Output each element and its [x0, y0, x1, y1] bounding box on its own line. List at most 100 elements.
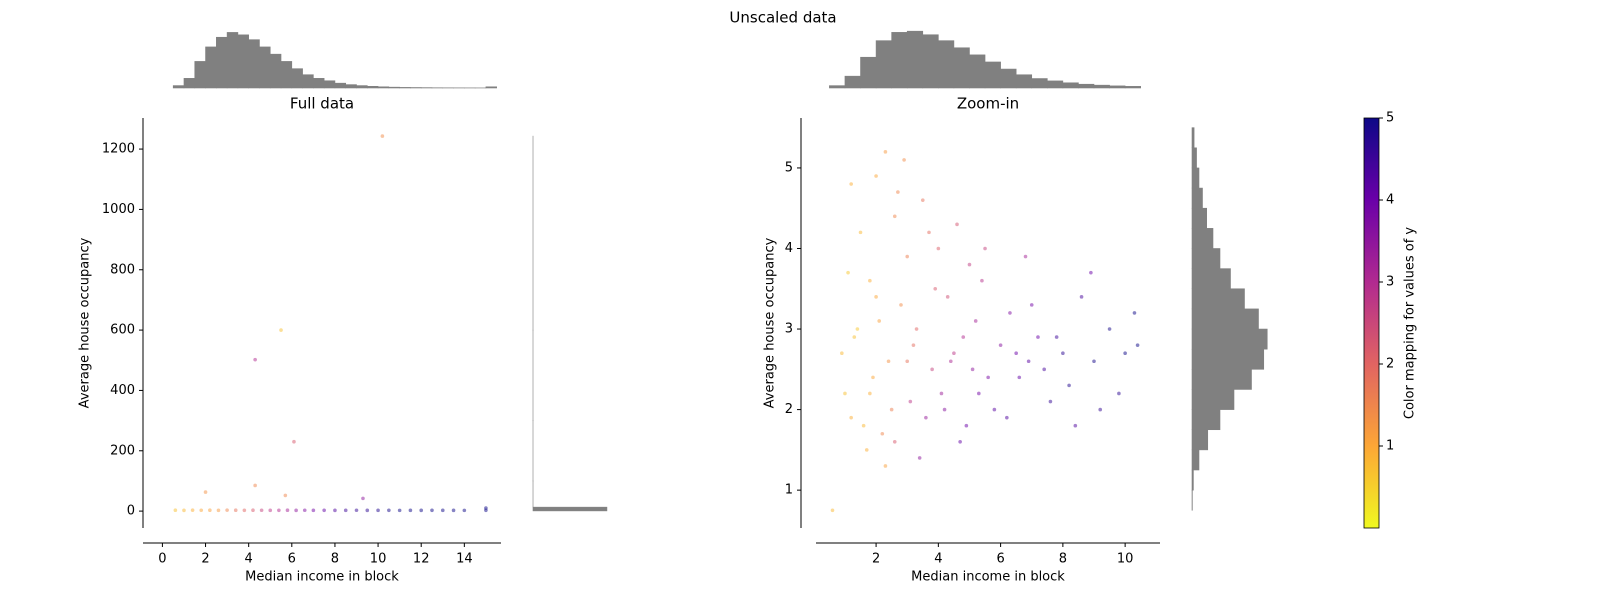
- histogram-bar: [302, 74, 314, 89]
- x-tick-label: 14: [456, 552, 473, 567]
- histogram-bar: [1124, 86, 1141, 89]
- histogram-bar: [875, 40, 892, 89]
- histogram-bar: [1191, 409, 1221, 431]
- histogram-bar: [1191, 228, 1214, 249]
- scatter-point: [1042, 367, 1046, 372]
- scatter-point: [905, 254, 910, 259]
- y-tick-label: 4: [785, 241, 793, 256]
- histogram-bar: [1191, 268, 1231, 290]
- scatter-point: [253, 483, 257, 488]
- scatter-point: [880, 431, 885, 436]
- scatter-point: [333, 508, 337, 513]
- scatter-point: [905, 359, 910, 364]
- scatter-point: [986, 375, 990, 380]
- scatter-point: [1073, 423, 1078, 428]
- y-tick-label: 1000: [102, 202, 135, 217]
- scatter-point: [283, 493, 288, 498]
- scatter-point: [1123, 351, 1127, 356]
- scatter-point: [190, 508, 195, 512]
- subplot-title: Zoom-in: [957, 95, 1019, 113]
- scatter-point: [889, 407, 894, 412]
- scatter-point: [216, 508, 221, 513]
- scatter-point: [945, 295, 950, 299]
- scatter-point: [182, 508, 186, 513]
- scatter-point: [1132, 311, 1137, 315]
- scatter-point: [1017, 375, 1022, 380]
- scatter-point: [387, 508, 391, 513]
- histogram-bar: [953, 47, 970, 89]
- scatter-point: [365, 508, 370, 513]
- scatter-point: [1117, 391, 1121, 396]
- histogram-bar: [938, 40, 955, 89]
- scatter-point: [892, 214, 897, 219]
- scatter-point: [311, 508, 316, 513]
- scatter-point: [361, 496, 365, 501]
- scatter-point: [902, 158, 906, 162]
- histogram-bar: [485, 86, 497, 89]
- scatter-point: [1135, 343, 1140, 347]
- scatter-point: [917, 456, 922, 460]
- scatter-point: [397, 508, 402, 513]
- scatter-point: [1079, 295, 1084, 299]
- histogram-bar: [313, 78, 325, 89]
- scatter-point: [354, 508, 359, 513]
- histogram-bar: [366, 86, 379, 89]
- histogram-bar: [377, 86, 390, 89]
- histogram-bar: [844, 75, 861, 89]
- histogram-bar: [1191, 248, 1221, 269]
- y-tick-label: 1200: [102, 142, 135, 157]
- scatter-point: [948, 359, 953, 364]
- scatter-point: [279, 328, 283, 332]
- colorbar-tick-label: 1: [1386, 439, 1394, 454]
- scatter-point: [908, 399, 913, 404]
- histogram-bar: [1191, 147, 1197, 169]
- scatter-point: [1029, 303, 1034, 307]
- x-tick-label: 10: [1117, 552, 1134, 567]
- y-tick-label: 600: [110, 323, 135, 338]
- scatter-point: [958, 440, 962, 444]
- scatter-point: [419, 508, 424, 513]
- scatter-point: [983, 246, 987, 251]
- scatter-point: [914, 327, 919, 331]
- colorbar-tick-label: 3: [1386, 275, 1394, 290]
- histogram-bar: [1191, 167, 1200, 189]
- scatter-point: [1005, 415, 1009, 420]
- x-tick-label: 4: [934, 552, 942, 567]
- histogram-bar: [1078, 83, 1095, 89]
- scatter-point: [998, 343, 1003, 347]
- histogram-bar: [399, 87, 411, 89]
- scatter-point: [846, 270, 850, 275]
- scatter-point: [1008, 311, 1012, 315]
- histogram-bar: [922, 34, 939, 89]
- histogram-bar: [891, 32, 908, 89]
- histogram-bar: [269, 53, 282, 89]
- histogram-bar: [1191, 429, 1209, 451]
- scatter-point: [930, 367, 934, 372]
- scatter-point: [1098, 407, 1103, 412]
- scatter-point: [259, 508, 264, 513]
- scatter-point: [886, 359, 891, 364]
- scatter-point: [1092, 359, 1096, 364]
- y-tick-label: 5: [785, 160, 793, 175]
- histogram-bar: [1191, 288, 1245, 310]
- histogram-bar: [860, 56, 877, 89]
- x-tick-label: 0: [158, 552, 166, 567]
- histogram-bar: [969, 54, 986, 89]
- scatter-point: [376, 508, 380, 513]
- x-tick-label: 8: [331, 552, 339, 567]
- colorbar-label: Color mapping for values of y: [1403, 227, 1418, 420]
- scatter-point: [440, 508, 445, 513]
- scatter-point: [939, 391, 944, 396]
- scatter-point: [970, 367, 975, 372]
- scatter-point: [855, 327, 860, 331]
- scatter-point: [1061, 351, 1065, 356]
- histogram-bar: [237, 34, 249, 89]
- histogram-bar: [259, 46, 271, 89]
- scatter-point: [408, 508, 413, 513]
- scatter-point: [920, 198, 925, 202]
- y-axis-label: Average house occupancy: [78, 237, 93, 408]
- scatter-point: [883, 464, 888, 468]
- scatter-point: [942, 407, 947, 412]
- scatter-point: [484, 506, 488, 510]
- scatter-point: [322, 508, 326, 513]
